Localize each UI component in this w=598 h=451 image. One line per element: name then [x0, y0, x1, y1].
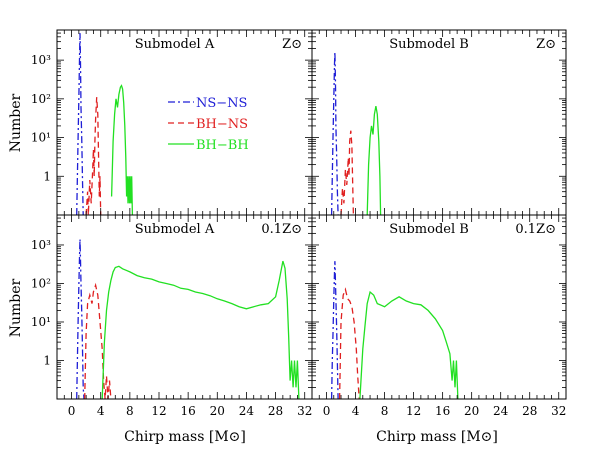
y-tick-label: 10³ [31, 53, 51, 67]
panel-label: Submodel A [135, 222, 215, 237]
series-ns-ns-line [76, 239, 85, 399]
x-tick-label: 20 [464, 404, 479, 418]
series-bh-ns-line [338, 287, 360, 399]
panel-metallicity: 0.1Z⊙ [515, 222, 556, 237]
panel-frame [56, 214, 313, 400]
panel-B-solar: Submodel B Z⊙ [311, 29, 567, 216]
y-tick-label: 10² [31, 92, 51, 106]
x-tick-label: 32 [297, 404, 312, 418]
x-tick-label: 12 [406, 404, 421, 418]
series-ns-ns-line [76, 33, 84, 215]
x-tick-label: 16 [181, 404, 196, 418]
y-tick-label: 10³ [31, 238, 51, 252]
y-tick-label: 10¹ [31, 315, 51, 329]
series-ns-ns-line [330, 52, 339, 215]
panel-label: Submodel B [389, 222, 469, 237]
x-tick-label: 24 [493, 404, 509, 418]
x-tick-label: 0 [323, 404, 331, 418]
x-tick-label: 28 [522, 404, 537, 418]
panel-B-0.1solar: Submodel B 0.1Z⊙ 0 4 8 12 16 20 24 28 32 [311, 214, 567, 418]
series-ns-ns-line [330, 261, 339, 399]
x-tick-label: 0 [68, 404, 76, 418]
legend-entry-1: BH−NS [196, 117, 248, 132]
x-axis-title-left: Chirp mass [M⊙] [124, 429, 246, 445]
series-bh-ns-line [85, 97, 102, 215]
series-bh-ns-line [84, 282, 112, 399]
x-tick-label: 28 [268, 404, 283, 418]
panel-frame [311, 214, 567, 400]
x-tick-label: 12 [151, 404, 166, 418]
y-tick-label: 1 [43, 169, 51, 183]
y-axis-title-top: Number [8, 93, 24, 152]
panel-label: Submodel A [135, 37, 215, 52]
panel-A-0.1solar: Submodel A 0.1Z⊙ 1 10¹ 10² 10³ 0 4 8 12 16 20 24 28 32 [31, 214, 313, 418]
axes-text: Number Number Chirp mass [M⊙] Chirp mass… [8, 93, 498, 445]
series-bh-bh-line [101, 260, 300, 399]
panel-metallicity: Z⊙ [282, 37, 302, 52]
x-tick-label: 24 [239, 404, 255, 418]
panel-A-solar: Submodel A Z⊙ 1 10¹ 10² 10³ [31, 29, 313, 216]
x-tick-label: 32 [551, 404, 566, 418]
series-bh-bh-line [366, 105, 382, 215]
legend-entry-2: BH−BH [196, 138, 249, 153]
x-tick-label: 8 [381, 404, 389, 418]
y-tick-label: 1 [43, 353, 51, 367]
panel-metallicity: Z⊙ [536, 37, 556, 52]
legend-entry-0: NS−NS [196, 96, 247, 111]
series-bh-bh-line [359, 290, 459, 399]
series-bh-ns-line [340, 130, 355, 215]
x-tick-label: 20 [210, 404, 225, 418]
x-tick-label: 16 [435, 404, 450, 418]
series-bh-bh-line [110, 84, 134, 215]
x-tick-label: 4 [352, 404, 360, 418]
panel-metallicity: 0.1Z⊙ [261, 222, 302, 237]
x-tick-label: 8 [126, 404, 134, 418]
y-tick-label: 10² [31, 276, 51, 290]
y-tick-label: 10¹ [31, 131, 51, 145]
y-axis-title-bottom: Number [8, 278, 24, 337]
x-tick-label: 4 [97, 404, 105, 418]
legend: NS−NS BH−NS BH−BH [168, 96, 249, 153]
panel-label: Submodel B [389, 37, 469, 52]
panel-frame [311, 29, 567, 216]
x-axis-title-right: Chirp mass [M⊙] [376, 429, 498, 445]
